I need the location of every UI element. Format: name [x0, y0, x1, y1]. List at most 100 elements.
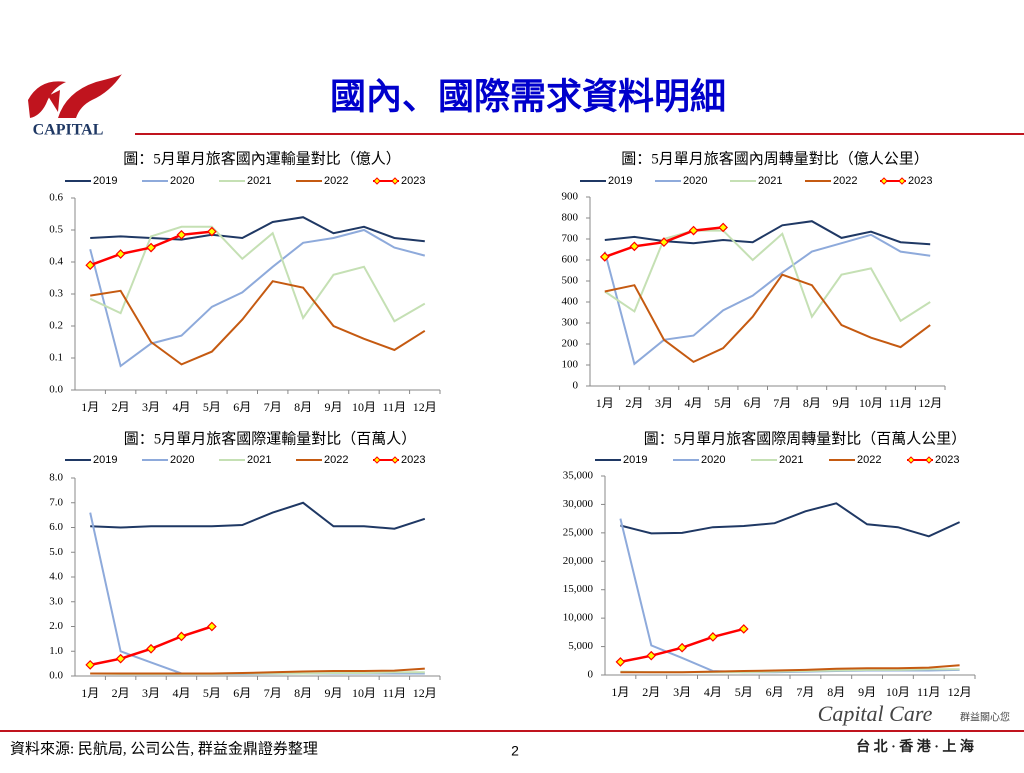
y-tick-label: 0.1	[49, 352, 63, 364]
brand-sub: 群益關心您	[960, 710, 1010, 723]
series-line	[604, 220, 931, 246]
point-marker	[738, 624, 749, 634]
x-tick-label: 8月	[803, 396, 821, 410]
x-tick-label: 12月	[918, 396, 942, 410]
y-tick-label: 900	[562, 191, 579, 203]
chart-title: 圖：5月單月旅客國際運輸量對比（百萬人）	[124, 430, 417, 447]
point-marker	[207, 226, 217, 237]
legend-marker	[373, 456, 381, 464]
legend-label: 2021	[758, 175, 782, 187]
y-tick-label: 30,000	[563, 498, 594, 510]
point-marker	[718, 222, 728, 233]
x-tick-label: 10月	[352, 686, 376, 700]
point-marker	[629, 241, 640, 252]
y-tick-label: 300	[562, 317, 579, 329]
series-line	[89, 225, 426, 323]
legend-marker	[391, 456, 399, 464]
x-tick-label: 12月	[413, 400, 437, 414]
y-tick-label: 6.0	[49, 521, 63, 533]
x-tick-label: 12月	[413, 686, 437, 700]
x-tick-label: 6月	[233, 400, 251, 414]
y-tick-label: 15,000	[563, 583, 594, 595]
legend-label: 2022	[324, 175, 348, 187]
chart-title: 圖：5月單月旅客國內運輸量對比（億人）	[123, 150, 401, 167]
y-tick-label: 700	[562, 233, 579, 245]
x-tick-label: 6月	[766, 685, 784, 699]
point-marker	[646, 650, 657, 661]
point-marker	[708, 632, 718, 642]
legend-label: 2019	[93, 175, 117, 187]
point-marker	[659, 237, 669, 247]
x-tick-label: 11月	[889, 396, 913, 410]
legend-label: 2021	[247, 454, 271, 466]
y-tick-label: 20,000	[563, 555, 594, 567]
x-tick-label: 10月	[352, 400, 376, 414]
series-line	[90, 280, 426, 366]
x-tick-label: 1月	[596, 396, 614, 410]
x-tick-label: 4月	[172, 400, 190, 414]
x-tick-label: 1月	[81, 686, 99, 700]
y-tick-label: 2.0	[49, 620, 63, 632]
legend-label: 2020	[170, 175, 194, 187]
x-tick-label: 1月	[611, 685, 629, 699]
legend-label: 2019	[93, 454, 117, 466]
legend-label: 2021	[247, 175, 271, 187]
legend-label: 2022	[833, 175, 857, 187]
locations: 台 北 · 香 港 · 上 海	[856, 738, 974, 755]
y-tick-label: 0	[573, 380, 579, 392]
legend-label: 2019	[608, 175, 632, 187]
x-tick-label: 6月	[233, 686, 251, 700]
x-tick-label: 9月	[858, 685, 876, 699]
legend-label: 2020	[701, 454, 725, 466]
series-line	[89, 228, 426, 368]
x-tick-label: 4月	[685, 396, 703, 410]
x-tick-label: 6月	[744, 396, 762, 410]
x-tick-label: 5月	[735, 685, 753, 699]
y-tick-label: 0.6	[49, 192, 63, 204]
page-number: 2	[511, 743, 519, 759]
legend-label: 2022	[857, 454, 881, 466]
x-tick-label: 3月	[142, 686, 160, 700]
point-marker	[615, 657, 626, 667]
y-tick-label: 0.0	[49, 670, 63, 682]
y-tick-label: 25,000	[563, 526, 594, 538]
y-tick-label: 800	[562, 212, 579, 224]
x-tick-label: 10月	[886, 685, 910, 699]
y-tick-label: 35,000	[563, 470, 594, 482]
y-tick-label: 0.5	[49, 224, 63, 236]
point-marker	[176, 229, 187, 240]
x-tick-label: 4月	[704, 685, 722, 699]
legend-label: 2023	[401, 175, 425, 187]
y-tick-label: 3.0	[49, 595, 63, 607]
legend-label: 2023	[935, 454, 959, 466]
chart-title: 圖：5月單月旅客國內周轉量對比（億人公里）	[621, 150, 929, 167]
y-tick-label: 5,000	[568, 640, 593, 652]
brand: Capital Care	[818, 701, 933, 726]
x-tick-label: 8月	[294, 400, 312, 414]
legend-marker	[925, 456, 933, 464]
slide-title: 國內、國際需求資料明細	[330, 76, 726, 116]
x-tick-label: 5月	[203, 400, 221, 414]
chart-title: 圖：5月單月旅客國際周轉量對比（百萬人公里）	[644, 430, 967, 447]
legend-marker	[391, 177, 399, 185]
legend-marker	[880, 177, 888, 185]
x-tick-label: 7月	[796, 685, 814, 699]
series-line	[603, 233, 931, 366]
y-tick-label: 0	[588, 669, 594, 681]
x-tick-label: 2月	[112, 400, 130, 414]
legend-label: 2020	[170, 454, 194, 466]
series-line	[89, 512, 425, 675]
x-tick-label: 2月	[642, 685, 660, 699]
x-tick-label: 5月	[203, 686, 221, 700]
logo-mark	[28, 74, 122, 118]
y-tick-label: 100	[562, 359, 579, 371]
y-tick-label: 400	[562, 296, 579, 308]
legend-marker	[907, 456, 915, 464]
x-tick-label: 12月	[948, 685, 972, 699]
y-tick-label: 0.3	[49, 288, 63, 300]
series-line	[604, 273, 931, 364]
y-tick-label: 0.2	[49, 320, 63, 332]
y-tick-label: 600	[562, 254, 579, 266]
x-tick-label: 2月	[625, 396, 643, 410]
point-marker	[85, 660, 96, 670]
